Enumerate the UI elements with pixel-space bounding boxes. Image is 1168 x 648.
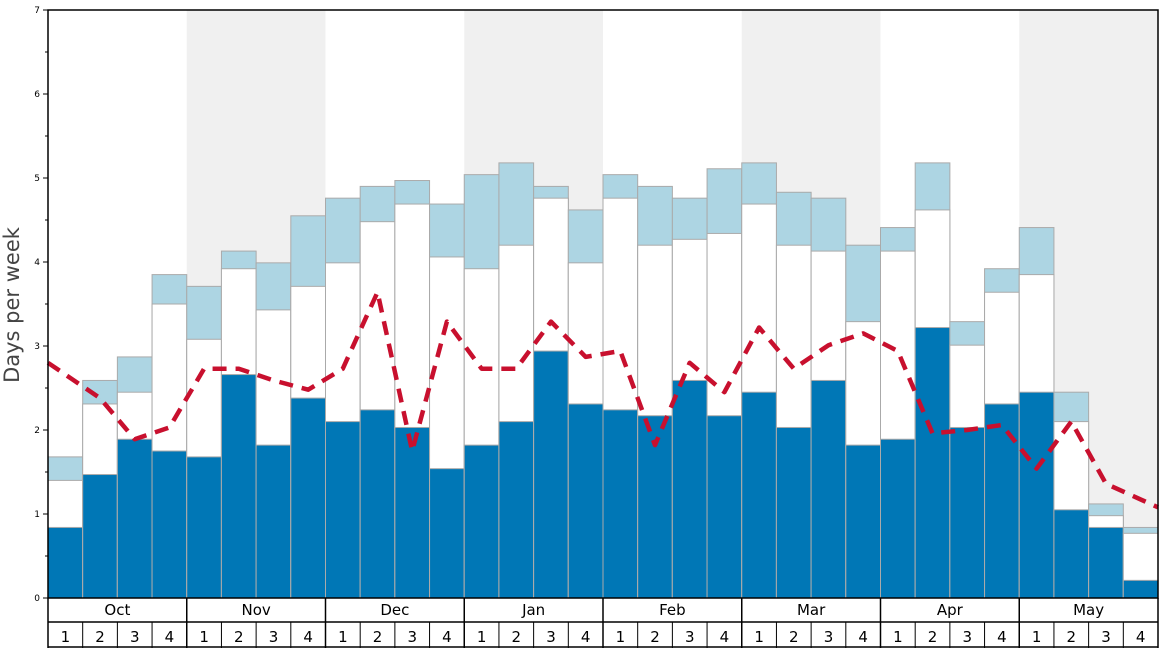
week-label: 3 <box>1101 628 1111 646</box>
bar-bottom <box>359 409 396 599</box>
week-label: 1 <box>1032 628 1042 646</box>
bar-bottom <box>290 397 326 599</box>
month-label: Dec <box>380 601 409 619</box>
bar-bottom <box>671 379 708 599</box>
bar-bottom <box>220 374 257 599</box>
week-label: 3 <box>685 628 695 646</box>
week-label: 3 <box>130 628 140 646</box>
month-label: Apr <box>937 601 964 619</box>
week-label: 3 <box>824 628 834 646</box>
y-tick-label: 5 <box>34 174 40 184</box>
bar-bottom <box>325 421 361 599</box>
week-label: 3 <box>407 628 417 646</box>
week-label: 1 <box>61 628 71 646</box>
y-tick-label: 7 <box>34 6 40 16</box>
bar-bottom <box>706 415 743 599</box>
bar-bottom <box>602 409 639 599</box>
bar-bottom <box>186 456 222 599</box>
week-label: 4 <box>997 628 1007 646</box>
week-label: 2 <box>928 628 938 646</box>
bar-bottom <box>151 450 188 599</box>
week-label: 3 <box>546 628 556 646</box>
week-label: 2 <box>789 628 799 646</box>
bar-bottom <box>1018 391 1055 599</box>
bar-bottom <box>845 444 881 599</box>
week-label: 1 <box>477 628 487 646</box>
month-label: Nov <box>241 601 270 619</box>
series-line <box>46 289 1159 510</box>
month-label: Mar <box>797 601 826 619</box>
week-label: 1 <box>754 628 764 646</box>
bar-bottom <box>533 350 569 599</box>
bar-bottom <box>567 403 604 599</box>
week-label: 4 <box>581 628 591 646</box>
week-label: 2 <box>95 628 105 646</box>
bar-bottom <box>394 426 431 599</box>
week-label: 4 <box>165 628 175 646</box>
month-label: Jan <box>521 601 545 619</box>
month-label: May <box>1073 601 1104 619</box>
y-tick-label: 2 <box>34 426 40 436</box>
bar-bottom <box>116 438 153 599</box>
bar-bottom <box>949 426 986 599</box>
week-label: 1 <box>616 628 626 646</box>
bar-bottom <box>463 444 500 599</box>
week-label: 2 <box>1067 628 1077 646</box>
week-label: 1 <box>893 628 903 646</box>
bar-bottom <box>914 327 951 599</box>
y-tick-label: 1 <box>34 510 40 520</box>
y-tick-label: 4 <box>34 258 40 268</box>
month-label: Feb <box>659 601 686 619</box>
week-label: 2 <box>650 628 660 646</box>
bar-bottom <box>429 468 465 599</box>
week-label: 1 <box>338 628 348 646</box>
week-label: 4 <box>303 628 313 646</box>
week-label: 2 <box>512 628 522 646</box>
bar-bottom <box>810 379 847 599</box>
bar-bottom <box>984 403 1020 599</box>
bar-bottom <box>82 474 118 599</box>
bar-bottom <box>1053 509 1090 599</box>
week-label: 2 <box>373 628 383 646</box>
bar-bottom <box>47 526 84 599</box>
bar-bottom <box>498 421 535 599</box>
bar-bottom <box>1122 579 1159 599</box>
y-tick-label: 3 <box>34 342 40 352</box>
bar-bottom <box>741 391 777 599</box>
week-label: 4 <box>858 628 868 646</box>
bar-bottom <box>775 426 812 599</box>
week-label: 4 <box>720 628 730 646</box>
y-tick-label: 0 <box>34 594 40 604</box>
bar-bottom <box>1088 526 1124 599</box>
y-axis-label: Days per week <box>0 226 24 383</box>
week-label: 4 <box>442 628 452 646</box>
bar-bottom <box>880 438 916 599</box>
week-label: 3 <box>962 628 972 646</box>
y-tick-label: 6 <box>34 90 40 100</box>
week-label: 1 <box>199 628 209 646</box>
month-label: Oct <box>104 601 130 619</box>
week-label: 4 <box>1136 628 1146 646</box>
week-label: 3 <box>269 628 279 646</box>
bar-bottom <box>255 444 292 599</box>
week-label: 2 <box>234 628 244 646</box>
